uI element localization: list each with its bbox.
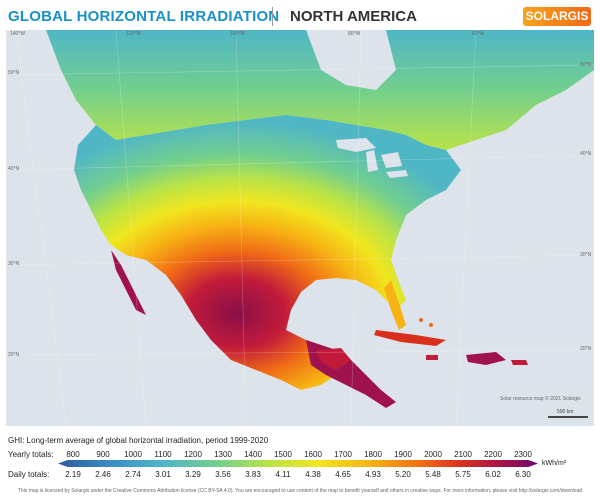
florida <box>384 280 406 330</box>
jamaica <box>426 355 438 360</box>
daily-totals-label: Daily totals: <box>8 470 50 479</box>
cuba <box>374 330 446 346</box>
scale-bar <box>548 416 588 418</box>
puerto-rico <box>511 360 528 365</box>
daily-value: 4.65 <box>335 470 351 479</box>
lat-label-40n-left: 40°N <box>8 166 20 172</box>
yearly-totals-label: Yearly totals: <box>8 450 54 459</box>
lake-superior <box>336 138 376 152</box>
yearly-value: 2300 <box>514 450 532 459</box>
yucatan <box>316 348 351 370</box>
yearly-values: 800 900 1000 1100 1200 1300 1400 1500 1600 1700 18… <box>58 450 538 460</box>
map-title: GLOBAL HORIZONTAL IRRADIATION <box>8 8 280 25</box>
hispaniola <box>466 352 506 365</box>
lon-label-120w: 120°W <box>126 31 142 37</box>
yearly-value: 1900 <box>394 450 412 459</box>
usa-mexico-land <box>74 115 461 390</box>
daily-value: 3.29 <box>185 470 201 479</box>
bahamas-2 <box>429 323 433 327</box>
daily-value: 2.46 <box>95 470 111 479</box>
yearly-value: 1200 <box>184 450 202 459</box>
hudson-bay <box>306 30 396 90</box>
lake-erie <box>386 170 408 178</box>
daily-value: 4.93 <box>365 470 381 479</box>
lon-label-140w: 140°W <box>10 31 26 37</box>
lake-michigan <box>366 150 378 172</box>
daily-value: 3.56 <box>215 470 231 479</box>
yearly-value: 1800 <box>364 450 382 459</box>
lon-label-80w: 80°W <box>348 31 361 37</box>
lat-label-50n-right: 50°N <box>580 62 592 68</box>
daily-value: 2.19 <box>65 470 81 479</box>
lat-label-30n-right: 30°N <box>580 252 592 258</box>
daily-values: 2.19 2.46 2.74 3.01 3.29 3.56 3.83 4.11 4.38 4.65… <box>58 470 538 480</box>
irradiation-map[interactable]: 140°W 120°W 100°W 80°W 60°W 50°N 40°N 30… <box>6 30 594 426</box>
title-divider <box>272 7 273 26</box>
daily-value: 4.11 <box>275 470 291 479</box>
daily-value: 6.30 <box>515 470 531 479</box>
daily-value: 2.74 <box>125 470 141 479</box>
yearly-value: 1300 <box>214 450 232 459</box>
yearly-value: 2200 <box>484 450 502 459</box>
daily-value: 4.38 <box>305 470 321 479</box>
yearly-value: 1100 <box>154 450 172 459</box>
daily-value: 5.48 <box>425 470 441 479</box>
lat-label-50n-left: 50°N <box>8 70 20 76</box>
daily-value: 3.83 <box>245 470 261 479</box>
yearly-value: 1600 <box>304 450 322 459</box>
lon-label-60w: 60°W <box>472 31 485 37</box>
daily-value: 6.02 <box>485 470 501 479</box>
legend-color-bar <box>58 460 538 467</box>
yearly-value: 800 <box>66 450 80 459</box>
gulf-of-mexico <box>301 285 386 335</box>
yearly-value: 2100 <box>454 450 472 459</box>
legend-unit: kWh/m² <box>542 460 567 467</box>
header: GLOBAL HORIZONTAL IRRADIATION NORTH AMER… <box>0 0 600 30</box>
scale-label: 500 km <box>557 409 574 415</box>
lat-label-30n-left: 30°N <box>8 261 20 267</box>
yearly-value: 1500 <box>274 450 292 459</box>
region-title: NORTH AMERICA <box>290 8 417 25</box>
yearly-value: 900 <box>96 450 110 459</box>
yearly-value: 1000 <box>124 450 142 459</box>
map-credit: Solar resource map © 2021 Solargis <box>500 396 581 402</box>
lat-label-20n-left: 20°N <box>8 352 20 358</box>
map-canvas <box>6 30 594 426</box>
license-footer: This map is licensed by Solargis under t… <box>17 488 583 494</box>
daily-value: 5.20 <box>395 470 411 479</box>
lake-huron <box>381 152 402 168</box>
lat-label-20n-right: 20°N <box>580 346 592 352</box>
solargis-logo[interactable]: SOLARGIS <box>523 7 591 26</box>
daily-value: 3.01 <box>155 470 171 479</box>
bahamas-1 <box>419 318 423 322</box>
legend-description: GHI: Long-term average of global horizon… <box>8 436 269 445</box>
lon-label-100w: 100°W <box>230 31 246 37</box>
graticule <box>6 30 594 426</box>
yearly-value: 2000 <box>424 450 442 459</box>
canada-land <box>46 30 594 150</box>
baja-california <box>111 250 146 315</box>
lat-label-40n-right: 40°N <box>580 151 592 157</box>
daily-value: 5.75 <box>455 470 471 479</box>
yearly-value: 1400 <box>244 450 262 459</box>
yearly-value: 1700 <box>334 450 352 459</box>
